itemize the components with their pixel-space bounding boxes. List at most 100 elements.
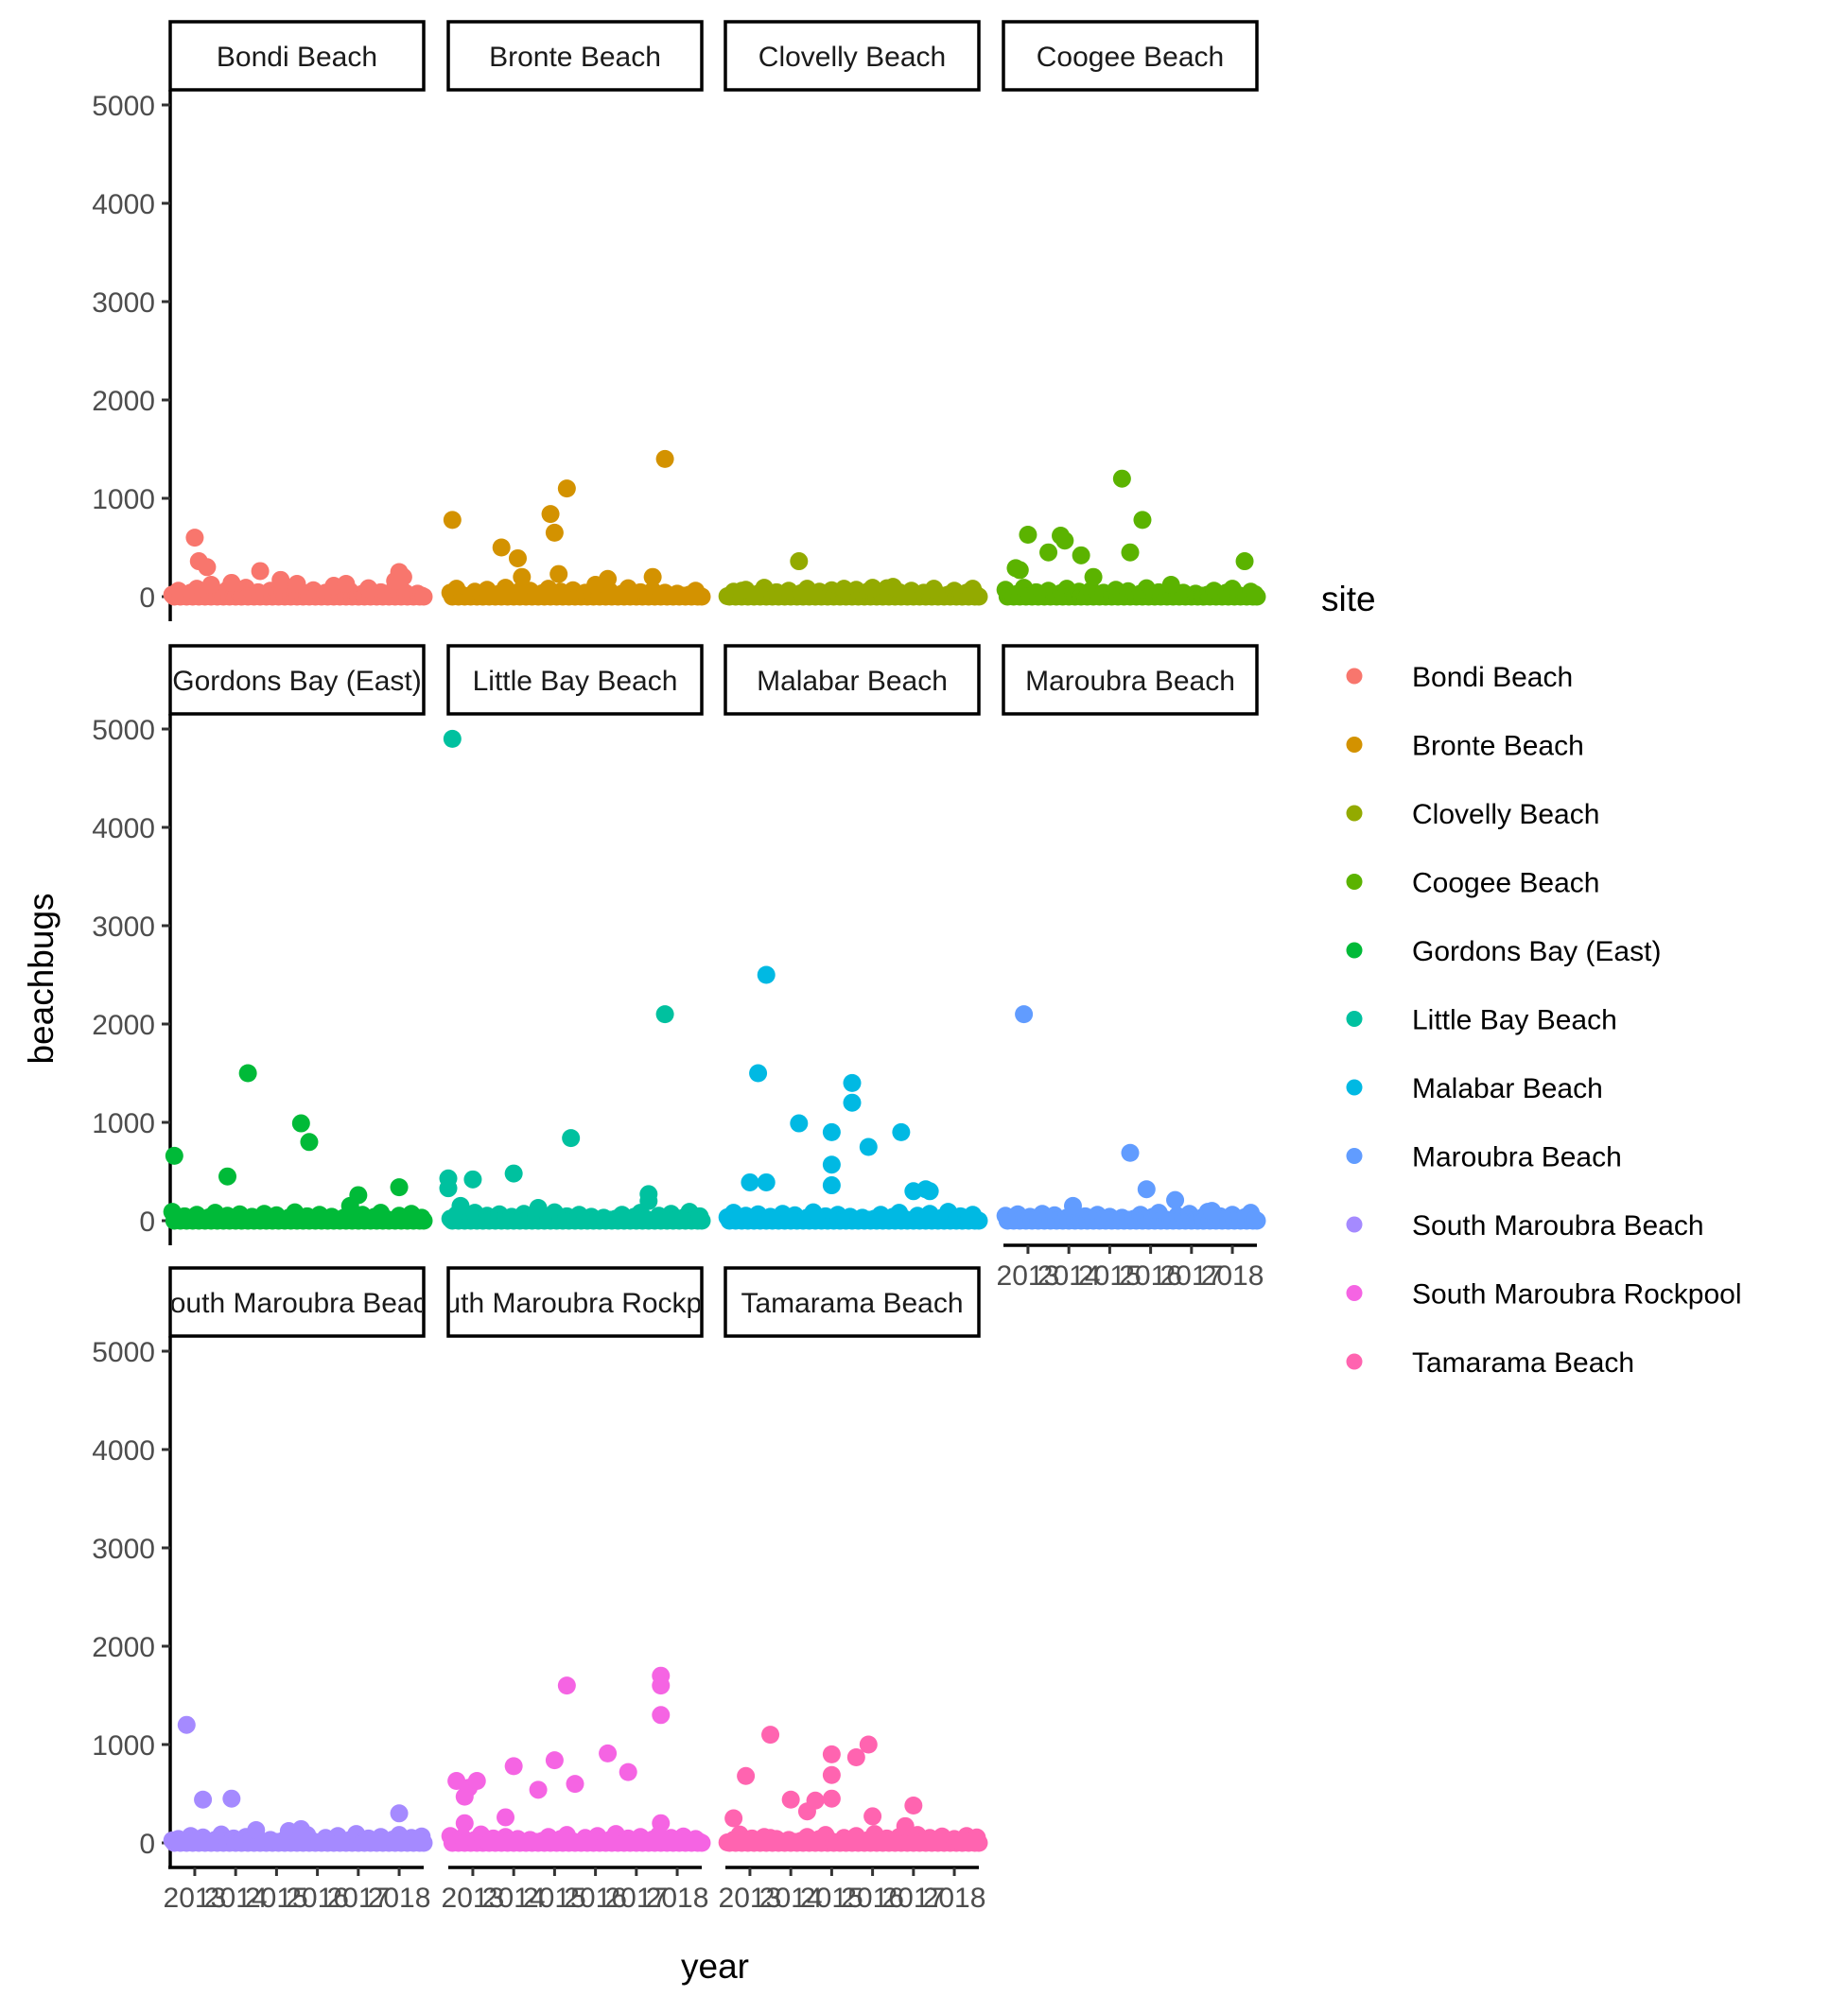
legend-item: Bronte Beach — [1346, 731, 1584, 762]
data-point — [497, 1808, 515, 1827]
x-tick-label: 2017 — [604, 1883, 668, 1914]
legend-item: Clovelly Beach — [1346, 799, 1599, 830]
facet-strip-label: South Maroubra Beach — [151, 1288, 444, 1319]
y-tick-label: 2000 — [92, 1632, 155, 1663]
data-point — [529, 1780, 548, 1799]
data-point — [549, 564, 568, 583]
data-point — [1039, 543, 1058, 562]
data-point — [1247, 587, 1266, 606]
data-point — [492, 538, 511, 557]
data-point — [761, 1829, 780, 1848]
data-point — [1072, 546, 1090, 564]
facet-panel: Coogee Beach — [996, 20, 1266, 606]
data-point — [451, 1196, 470, 1215]
data-point — [822, 1155, 841, 1174]
data-point — [1063, 1196, 1082, 1215]
data-point — [1112, 469, 1131, 488]
data-point — [732, 582, 751, 600]
data-point — [1121, 1143, 1140, 1162]
data-point — [822, 1176, 841, 1195]
data-point — [781, 1790, 800, 1809]
data-point — [843, 1093, 862, 1112]
data-point — [390, 1804, 409, 1823]
x-tick-label: 2013 — [164, 1883, 227, 1914]
legend-label: Clovelly Beach — [1412, 799, 1599, 830]
data-point — [562, 1129, 581, 1148]
data-point — [1133, 511, 1152, 530]
data-point — [692, 1833, 711, 1852]
y-tick-label: 2000 — [92, 1010, 155, 1041]
data-point — [177, 1715, 196, 1734]
data-point — [300, 1133, 319, 1152]
y-tick-label: 4000 — [92, 1435, 155, 1467]
data-point — [883, 578, 902, 597]
facet-panel: Clovelly Beach — [718, 20, 988, 606]
legend-key — [1346, 1011, 1363, 1027]
legend-key — [1346, 1216, 1363, 1233]
data-point — [655, 1005, 674, 1024]
y-tick-label: 0 — [139, 582, 155, 614]
facet-panel: South Maroubra Rockpool20132014201520162… — [410, 1266, 741, 1914]
data-point — [692, 1211, 711, 1230]
x-tick-label: 2015 — [1078, 1260, 1142, 1292]
legend-label: Bondi Beach — [1412, 662, 1573, 693]
data-point — [1055, 531, 1074, 550]
legend-label: Tamarama Beach — [1412, 1347, 1634, 1379]
data-point — [834, 580, 853, 599]
x-tick-label: 2016 — [564, 1883, 627, 1914]
facet-strip-label: Gordons Bay (East) — [172, 666, 421, 697]
data-point — [185, 529, 204, 547]
legend-key — [1346, 1148, 1363, 1164]
data-point — [443, 729, 462, 748]
facet-strip-label: Malabar Beach — [757, 666, 948, 697]
x-tick-label: 2018 — [1201, 1260, 1264, 1292]
data-point — [969, 1211, 988, 1230]
x-tick-label: 2014 — [1037, 1260, 1101, 1292]
data-point — [513, 567, 532, 586]
data-point — [414, 1211, 433, 1230]
x-tick-label: 2015 — [800, 1883, 863, 1914]
facet-strip — [168, 1266, 426, 1338]
facet-panel: Gordons Bay (East) 0 1000 2000 3000 4000 5000 — [92, 644, 433, 1245]
legend-item: Gordons Bay (East) — [1346, 936, 1661, 967]
data-point — [896, 1816, 915, 1835]
data-point — [692, 587, 711, 606]
data-point — [541, 505, 560, 524]
data-point — [599, 1744, 618, 1763]
y-tick-label: 2000 — [92, 386, 155, 417]
facet-strip-label: Maroubra Beach — [1025, 666, 1235, 697]
facet-strip-label: Clovelly Beach — [758, 42, 946, 73]
legend-key — [1346, 668, 1363, 685]
x-tick-label: 2013 — [719, 1883, 782, 1914]
legend-label: Gordons Bay (East) — [1412, 936, 1661, 967]
data-point — [508, 548, 527, 567]
data-point — [1161, 576, 1180, 595]
legend-label: Bronte Beach — [1412, 731, 1584, 762]
y-tick-label: 5000 — [92, 91, 155, 122]
data-point — [822, 1765, 841, 1784]
data-point — [619, 1763, 637, 1781]
data-point — [761, 1726, 780, 1745]
data-point — [863, 1807, 882, 1826]
data-point — [222, 573, 241, 592]
data-point — [504, 1757, 523, 1776]
facet-strip-label: Bronte Beach — [489, 42, 661, 73]
data-point — [238, 1064, 257, 1083]
data-point — [757, 1172, 776, 1191]
data-point — [393, 567, 412, 586]
data-point — [288, 574, 306, 593]
data-point — [643, 567, 662, 586]
data-point — [349, 1186, 368, 1205]
data-point — [822, 1122, 841, 1141]
facet-panel: South Maroubra Beach 0 1000 2000 3000 4000 500… — [92, 1266, 444, 1914]
x-tick-label: 2018 — [368, 1883, 431, 1914]
data-point — [724, 1809, 743, 1828]
facet-strip-label: South Maroubra Rockpool — [410, 1288, 741, 1319]
facet-strip — [1002, 20, 1259, 92]
legend-label: South Maroubra Beach — [1412, 1210, 1704, 1242]
data-point — [599, 569, 618, 588]
data-point — [859, 1137, 878, 1156]
facet-strip — [446, 1266, 704, 1338]
data-point — [1015, 1005, 1034, 1024]
